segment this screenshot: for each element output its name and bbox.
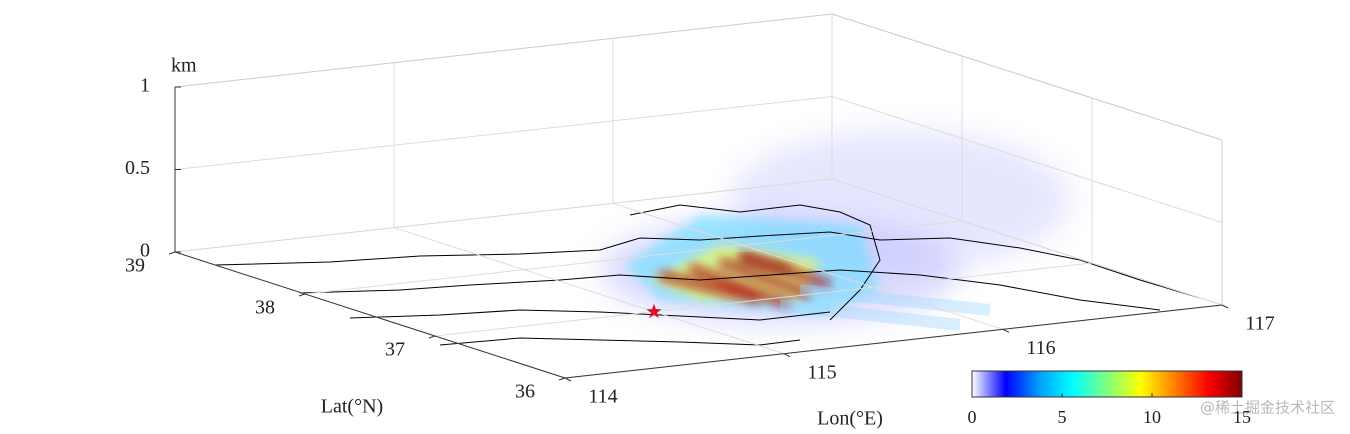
x-tick-label: 114: [588, 386, 617, 408]
tick-mark: [1002, 328, 1010, 333]
z-axis-label: km: [171, 55, 197, 77]
colorbar-tick-label: 0: [968, 407, 977, 427]
tick-mark: [298, 293, 306, 297]
grid-line: [831, 178, 1223, 306]
y-tick-label: 39: [125, 255, 145, 277]
grid-line: [434, 262, 1093, 337]
grid-line: [393, 227, 785, 355]
tick-mark: [1221, 304, 1229, 309]
tick-mark: [428, 335, 436, 339]
axis-line: [174, 251, 566, 379]
plume: [600, 130, 1070, 331]
epicenter-marker: [646, 303, 662, 319]
x-tick-label: 117: [1245, 313, 1274, 335]
box-edge: [831, 13, 1223, 141]
y-tick-label: 36: [515, 381, 535, 403]
colorbar-tick-label: 10: [1143, 407, 1161, 427]
x-tick-label: 115: [807, 361, 836, 383]
x-axis-label: Lon(°E): [817, 408, 883, 430]
tick-mark: [558, 377, 566, 381]
grid-line: [304, 220, 963, 295]
y-tick-label: 37: [385, 339, 405, 361]
axis-line: [564, 304, 1223, 379]
y-tick-label: 38: [255, 297, 275, 319]
watermark: @稀土掘金技术社区: [1200, 399, 1335, 417]
boundaries: [214, 204, 1201, 346]
tick-mark: [564, 377, 572, 382]
x-tick-label: 116: [1026, 337, 1055, 359]
grid-line: [174, 96, 833, 170]
tick-mark: [783, 353, 791, 358]
grid-line: [612, 202, 1004, 330]
z-tick-label: 1: [140, 75, 150, 97]
box-edge: [174, 13, 833, 88]
z-tick-label: 0.5: [125, 157, 150, 179]
grid-line: [174, 178, 833, 253]
colorbar-tick-label: 5: [1058, 407, 1067, 427]
z-tick-label: 0: [140, 240, 150, 262]
tick-mark: [168, 251, 176, 255]
y-axis-label: Lat(°N): [321, 396, 383, 418]
grid-line: [831, 96, 1223, 223]
colorbar: [971, 370, 1243, 398]
colorbar-tick-label: 15: [1233, 407, 1251, 427]
